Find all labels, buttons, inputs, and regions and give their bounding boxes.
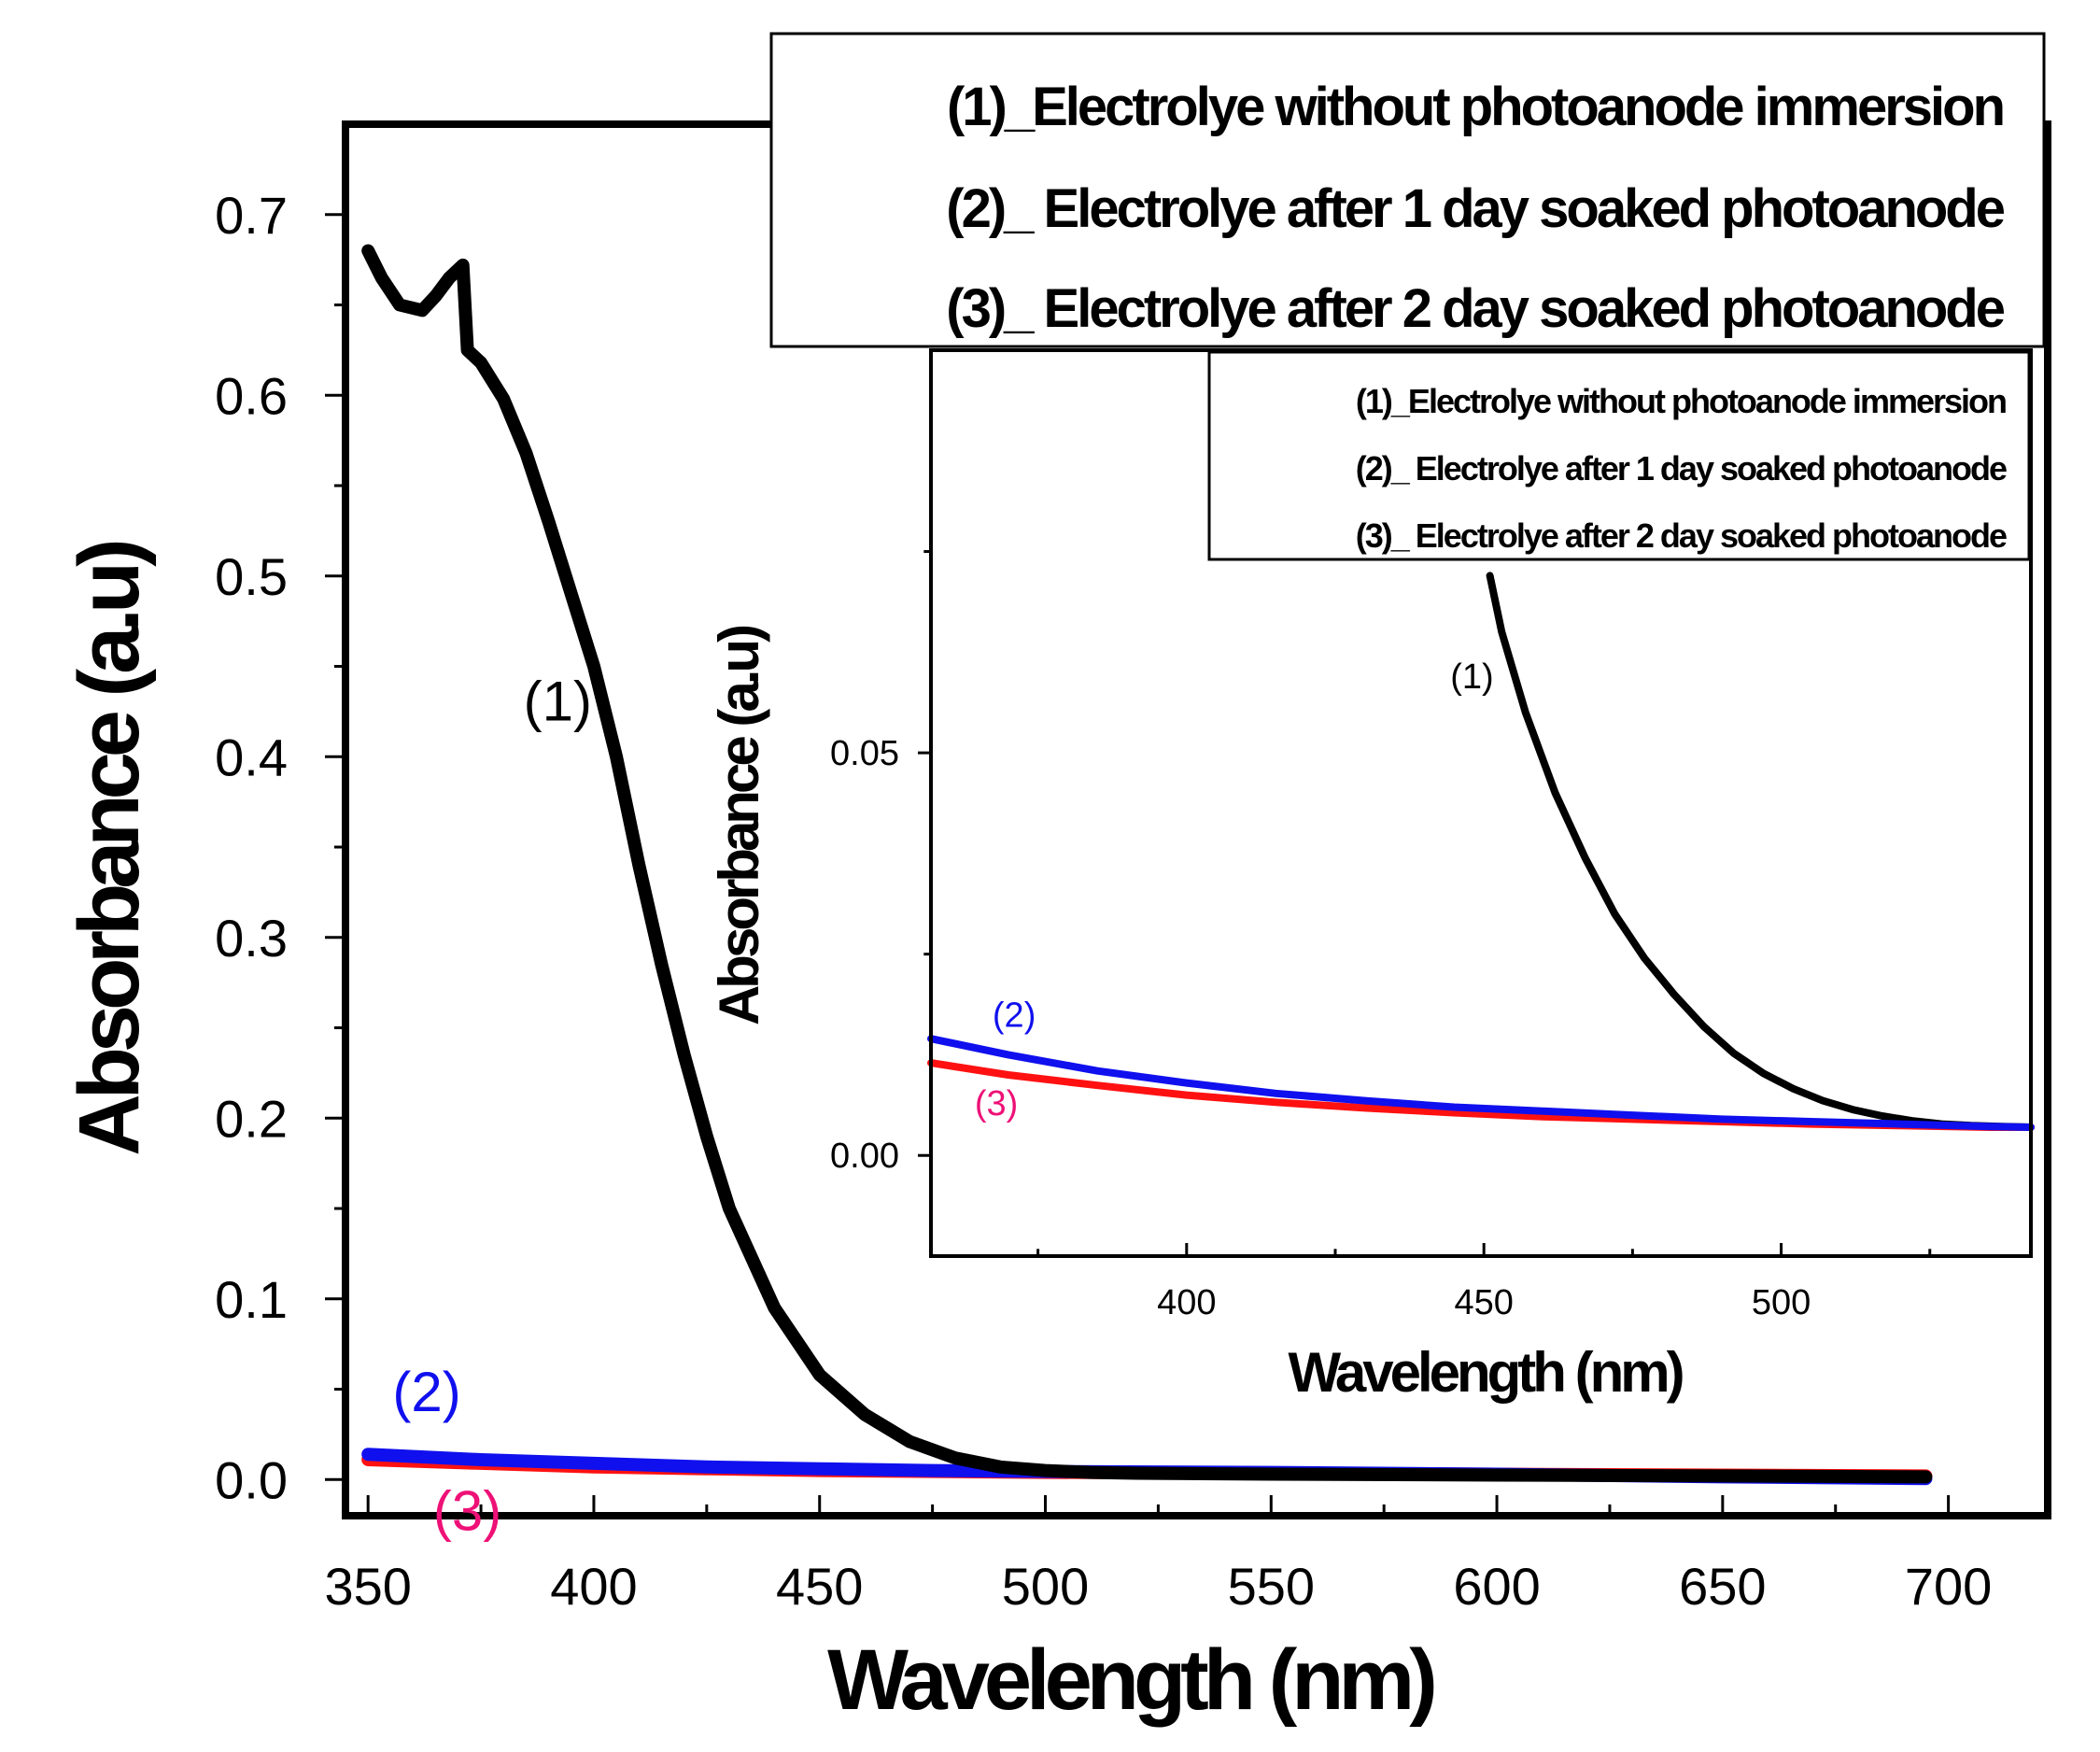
main-y-axis-label: Absorbance (a.u) (62, 542, 157, 1156)
main-chart: 350 400 450 500 550 600 650 700 0.0 0.1 0.2 0.3 0.4 0… (62, 120, 2051, 1728)
main-y-tick-label: 0.7 (215, 186, 288, 245)
inset-legend-entry-2: (2)_ Electrolye after 1 day soaked photo… (1356, 449, 2007, 487)
inset-legend: (1)_Electrolye without photoanode immers… (1207, 350, 2031, 561)
inset-legend-box (1207, 350, 2031, 561)
inset-y-tick-label: 0.05 (830, 734, 899, 773)
inset-x-axis-label: Wavelength (nm) (1288, 1341, 1682, 1404)
inset-plot-frame (929, 348, 2033, 1258)
main-x-tick-label: 550 (1228, 1557, 1315, 1616)
main-ticks: 350 400 450 500 550 600 650 700 0.0 0.1 0.2 0.3 0.4 0… (215, 186, 1992, 1616)
main-legend-box (769, 32, 2046, 348)
inset-x-tick-label: 500 (1752, 1283, 1811, 1322)
main-x-tick-label: 600 (1453, 1557, 1540, 1616)
main-series-label-3: (3) (433, 1479, 501, 1542)
inset-series (927, 572, 2035, 1131)
main-y-tick-label: 0.6 (215, 366, 288, 425)
main-series-label-1: (1) (524, 671, 592, 733)
main-x-tick-label: 400 (550, 1557, 637, 1616)
main-legend-entry-3: (3)_ Electrolye after 2 day soaked photo… (946, 278, 2004, 339)
main-x-tick-label: 350 (324, 1557, 411, 1616)
main-x-tick-label: 500 (1002, 1557, 1089, 1616)
inset-legend-entry-3: (3)_ Electrolye after 2 day soaked photo… (1356, 516, 2007, 555)
main-y-tick-label: 0.2 (215, 1089, 288, 1148)
main-x-tick-label: 700 (1905, 1557, 1992, 1616)
inset-annotations: (1) (2) (3) (975, 657, 1494, 1123)
main-legend-entry-2: (2)_ Electrolye after 1 day soaked photo… (946, 178, 2004, 239)
main-series (361, 244, 1933, 1486)
inset-ticks: 400 450 500 0.00 0.05 (830, 550, 1932, 1322)
main-y-tick-label: 0.5 (215, 547, 288, 606)
main-x-axis-label: Wavelength (nm) (827, 1632, 1434, 1728)
main-series-line-1 (361, 244, 1933, 1484)
inset-y-tick-label: 0.00 (830, 1137, 899, 1176)
main-y-tick-label: 0.1 (215, 1270, 288, 1329)
inset-chart: 400 450 500 0.00 0.05 (1) (2) (3) Wavelength (… (708, 348, 2035, 1404)
inset-legend-entry-1: (1)_Electrolye without photoanode immers… (1356, 382, 2006, 420)
main-series-label-2: (2) (392, 1361, 460, 1423)
main-legend: (1)_Electrolye without photoanode immers… (769, 32, 2046, 348)
main-y-tick-label: 0.3 (215, 909, 288, 968)
main-x-tick-label: 650 (1679, 1557, 1766, 1616)
main-annotations: (1) (2) (3) (392, 671, 592, 1543)
inset-series-line-2 (927, 1035, 2035, 1131)
inset-y-axis-label: Absorbance (a.u) (708, 627, 770, 1025)
inset-series-label-2: (2) (993, 996, 1036, 1035)
inset-series-label-3: (3) (975, 1084, 1018, 1123)
main-x-tick-label: 450 (776, 1557, 863, 1616)
inset-series-label-1: (1) (1450, 657, 1493, 697)
main-y-tick-label: 0.4 (215, 728, 288, 786)
inset-x-tick-label: 400 (1157, 1283, 1216, 1322)
main-legend-entry-1: (1)_Electrolye without photoanode immers… (947, 77, 2003, 137)
main-y-tick-label: 0.0 (215, 1450, 288, 1509)
inset-x-tick-label: 450 (1454, 1283, 1513, 1322)
